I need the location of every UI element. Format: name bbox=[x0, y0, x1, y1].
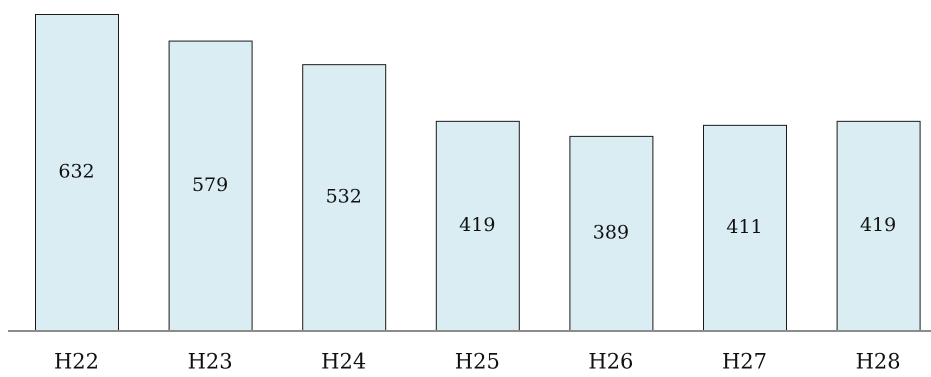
value-label-h27: 411 bbox=[726, 216, 762, 238]
x-tick-labels-group: H22 H23 H24 H25 H26 H27 H28 bbox=[54, 350, 901, 374]
bar-h25 bbox=[435, 120, 520, 332]
x-tick-label-h27: H27 bbox=[722, 350, 767, 374]
x-tick-label-h28: H28 bbox=[856, 350, 901, 374]
value-label-h28: 419 bbox=[860, 214, 896, 236]
bars-group bbox=[35, 14, 921, 332]
bar-h26 bbox=[569, 135, 654, 332]
bar-h24 bbox=[302, 64, 387, 332]
bar-h22 bbox=[35, 14, 119, 332]
value-label-h25: 419 bbox=[459, 214, 495, 236]
x-tick-label-h26: H26 bbox=[588, 350, 633, 374]
value-labels-group: 632 579 532 419 389 411 419 bbox=[58, 161, 896, 244]
x-tick-label-h24: H24 bbox=[321, 350, 366, 374]
x-tick-label-h23: H23 bbox=[188, 350, 233, 374]
value-label-h23: 579 bbox=[192, 174, 228, 196]
value-label-h22: 632 bbox=[58, 161, 94, 183]
x-tick-label-h25: H25 bbox=[455, 350, 500, 374]
value-label-h24: 532 bbox=[326, 186, 362, 208]
bar-h23 bbox=[168, 40, 253, 332]
x-tick-label-h22: H22 bbox=[54, 350, 99, 374]
bar-h27 bbox=[703, 124, 787, 332]
value-label-h26: 389 bbox=[593, 221, 629, 243]
